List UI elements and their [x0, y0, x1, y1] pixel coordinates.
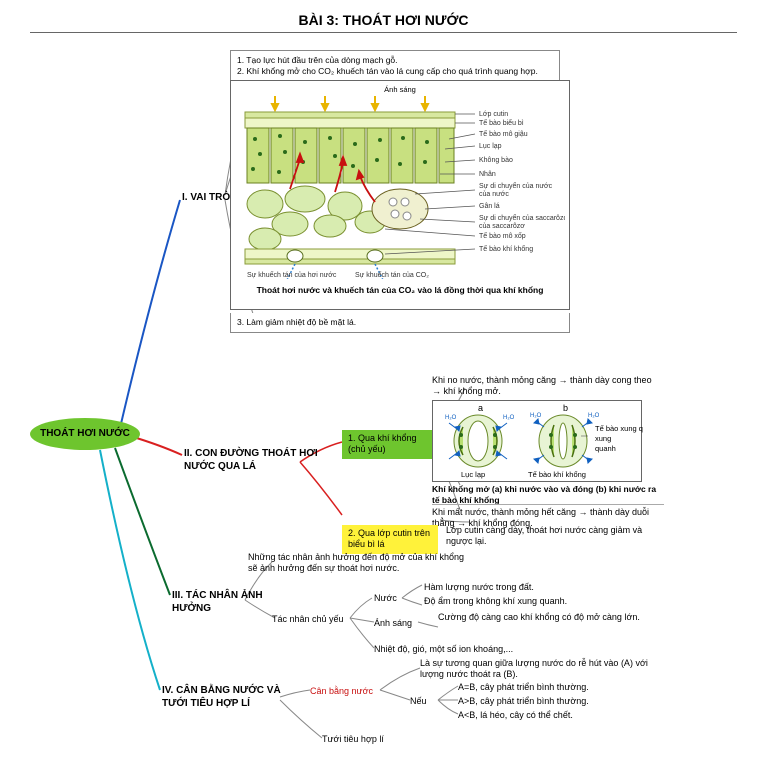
section-1-label: I. VAI TRÒ — [182, 192, 230, 205]
s4-r1: A=B, cây phát triển bình thường. — [458, 682, 678, 693]
svg-text:của nước: của nước — [479, 190, 509, 198]
s1-point-2: 2. Khí khổng mở cho CO₂ khuếch tán vào l… — [237, 66, 553, 77]
svg-text:H₂O: H₂O — [530, 413, 542, 419]
page-title: BÀI 3: THOÁT HƠI NƯỚC — [30, 0, 737, 33]
svg-text:Tế bào khí khổng: Tế bào khí khổng — [528, 470, 586, 479]
s3-khac: Nhiệt độ, gió, một số ion khoáng,... — [374, 644, 624, 655]
svg-text:Gân lá: Gân lá — [479, 203, 500, 210]
svg-text:H₂O: H₂O — [445, 415, 457, 421]
svg-text:xung: xung — [595, 434, 611, 443]
leaf-cross-section-diagram: Ánh sáng — [230, 80, 570, 310]
root-node: THOÁT HƠI NƯỚC — [30, 418, 140, 450]
svg-text:Tế bào mô giậu: Tế bào mô giậu — [479, 129, 528, 138]
svg-text:Nhân: Nhân — [479, 171, 496, 178]
s2-sub1: 1. Qua khí khổng (chủ yếu) — [342, 430, 432, 459]
svg-text:Sự khuếch tán của hơi nước: Sự khuếch tán của hơi nước — [247, 270, 337, 279]
s3-main: Tác nhân chủ yếu — [272, 614, 344, 625]
label-anhsang: Ánh sáng — [235, 85, 565, 94]
s3-nuoc-a: Hàm lượng nước trong đất. — [424, 582, 644, 593]
s4-cb-def: Là sự tương quan giữa lượng nước do rễ h… — [420, 658, 670, 681]
s3-nuoc: Nước — [374, 593, 397, 604]
svg-text:b: b — [563, 403, 568, 413]
svg-text:Tế bào biểu bì: Tế bào biểu bì — [479, 118, 524, 127]
s4-r2: A>B, cây phát triển bình thường. — [458, 696, 678, 707]
svg-text:H₂O: H₂O — [503, 415, 515, 421]
stomata-diagram: a H₂O H₂O b — [432, 400, 642, 482]
s2-sub2-desc: Lớp cutin càng dày, thoát hơi nước càng … — [446, 525, 662, 548]
svg-text:của saccarôzơ: của saccarôzơ — [479, 222, 525, 230]
s1-point-3: 3. Làm giảm nhiệt độ bề mặt lá. — [237, 317, 563, 328]
s3-anhsang: Ánh sáng — [374, 618, 412, 629]
s3-nuoc-b: Độ ẩm trong không khí xung quanh. — [424, 596, 644, 607]
s4-tt: Tưới tiêu hợp lí — [322, 734, 384, 745]
s2-sub1-top: Khi no nước, thành mỏng căng → thành dày… — [432, 375, 662, 398]
s4-cb: Cân bằng nước — [310, 686, 373, 697]
s1-point-1: 1. Tạo lực hút đầu trên của dòng mạch gỗ… — [237, 55, 553, 66]
s4-neu: Nếu — [410, 696, 427, 707]
section-2-label: II. CON ĐƯỜNG THOÁT HƠI NƯỚC QUA LÁ — [184, 448, 324, 473]
svg-text:Tế bào xung quanh: Tế bào xung quanh — [595, 424, 643, 433]
svg-text:Lục lạp: Lục lạp — [479, 143, 502, 150]
svg-text:Sự di chuyển của saccarôzơ: Sự di chuyển của saccarôzơ — [479, 214, 565, 222]
leaf-caption: Thoát hơi nước và khuếch tán của CO₂ vào… — [235, 285, 565, 295]
svg-text:quanh: quanh — [595, 444, 616, 453]
svg-text:Tế bào khí khổng: Tế bào khí khổng — [479, 244, 533, 253]
svg-text:H₂O: H₂O — [588, 413, 600, 419]
svg-text:Lớp cutin: Lớp cutin — [479, 111, 508, 118]
s4-r3: A<B, lá héo, cây có thể chết. — [458, 710, 678, 721]
section-4-label: IV. CÂN BẰNG NƯỚC VÀ TƯỚI TIÊU HỢP LÍ — [162, 685, 292, 710]
s1-point-3-box: 3. Làm giảm nhiệt độ bề mặt lá. — [230, 313, 570, 333]
s3-intro: Những tác nhân ảnh hưởng đến độ mở của k… — [248, 552, 468, 575]
svg-text:a: a — [478, 403, 483, 413]
leaf-svg: Lớp cutin Tế bào biểu bì Tế bào mô giậu … — [235, 94, 565, 279]
svg-text:Tế bào mô xốp: Tế bào mô xốp — [479, 231, 526, 240]
svg-text:Sự di chuyển của nước: Sự di chuyển của nước — [479, 182, 553, 190]
s2-sub1-caption: Khí khổng mở (a) khi nước vào và đóng (b… — [432, 484, 664, 505]
svg-text:Lục lạp: Lục lạp — [461, 470, 485, 479]
section-3-label: III. TÁC NHÂN ẢNH HƯỞNG — [172, 590, 272, 615]
svg-text:Không bào: Không bào — [479, 157, 513, 164]
s1-box: 1. Tạo lực hút đầu trên của dòng mạch gỗ… — [230, 50, 560, 83]
svg-text:Sự khuếch tán của CO₂: Sự khuếch tán của CO₂ — [355, 270, 429, 279]
s2-sub2: 2. Qua lớp cutin trên biểu bì lá — [342, 525, 438, 554]
s3-anhsang-d: Cường độ càng cao khí khổng có độ mở càn… — [438, 612, 658, 623]
